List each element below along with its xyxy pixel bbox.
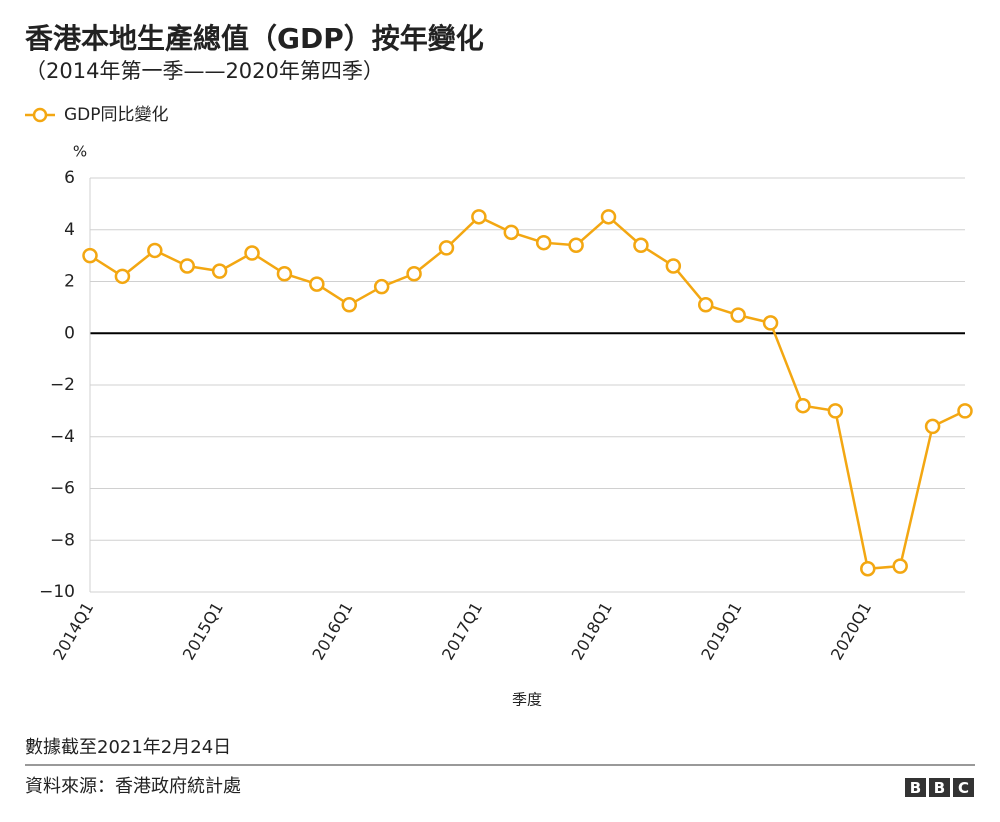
- data-point: [665, 258, 682, 274]
- footnote: 數據截至2021年2月24日: [25, 737, 231, 758]
- data-point: [568, 237, 584, 254]
- data-point: [114, 268, 131, 285]
- data-point: [600, 209, 617, 225]
- y-tick-label: −2: [50, 375, 75, 395]
- logo-block: [905, 778, 926, 797]
- data-point: [697, 297, 714, 313]
- logo-block: [953, 778, 974, 797]
- data-point: [503, 224, 520, 241]
- y-tick-label: 4: [64, 220, 75, 240]
- data-point: [892, 558, 908, 574]
- data-point: [730, 307, 746, 323]
- x-tick-label: 2014Q1: [49, 599, 97, 663]
- data-point: [276, 265, 293, 282]
- chart-subtitle: （2014年第一季——2020年第四季）: [25, 59, 384, 83]
- logo-letter: B: [934, 779, 945, 797]
- data-point: [795, 397, 811, 414]
- y-unit: %: [73, 143, 87, 161]
- data-point: [341, 297, 358, 313]
- y-tick-label: 0: [64, 323, 75, 343]
- y-tick-label: −8: [50, 530, 75, 550]
- y-tick-label: −4: [50, 427, 75, 447]
- x-tick-label: 2015Q1: [179, 599, 227, 663]
- logo-letter: B: [910, 779, 921, 797]
- x-tick-label: 2019Q1: [697, 599, 745, 663]
- data-point: [827, 403, 844, 419]
- data-point: [535, 234, 552, 251]
- data-point: [244, 245, 260, 261]
- data-point: [211, 263, 228, 279]
- data-point: [82, 247, 98, 264]
- logo-letter: C: [958, 779, 969, 797]
- source: 資料來源：香港政府統計處: [25, 776, 241, 797]
- data-point: [309, 276, 325, 292]
- x-tick-label: 2017Q1: [438, 599, 486, 663]
- data-point: [373, 278, 390, 295]
- data-point: [471, 209, 487, 225]
- data-point: [957, 403, 973, 419]
- y-tick-label: −10: [39, 582, 75, 602]
- x-tick-label: 2016Q1: [308, 599, 356, 663]
- legend-label: GDP同比變化: [64, 105, 169, 125]
- x-axis-label: 季度: [512, 691, 542, 709]
- logo-block: [929, 778, 950, 797]
- y-tick-label: −6: [50, 479, 75, 499]
- data-point: [860, 560, 876, 577]
- x-tick-label: 2018Q1: [568, 599, 616, 663]
- data-point: [762, 315, 779, 331]
- series-line: [89, 215, 966, 570]
- data-point: [438, 240, 455, 256]
- y-tick-label: 2: [64, 272, 75, 292]
- data-point: [406, 265, 422, 282]
- data-point: [147, 242, 163, 259]
- data-point: [633, 237, 649, 254]
- chart-title: 香港本地生產總值（GDP）按年變化: [25, 22, 484, 55]
- legend-marker: [32, 107, 48, 123]
- y-tick-label: 6: [64, 168, 75, 188]
- data-point: [179, 258, 195, 274]
- x-tick-label: 2020Q1: [827, 599, 875, 663]
- data-point: [924, 418, 941, 435]
